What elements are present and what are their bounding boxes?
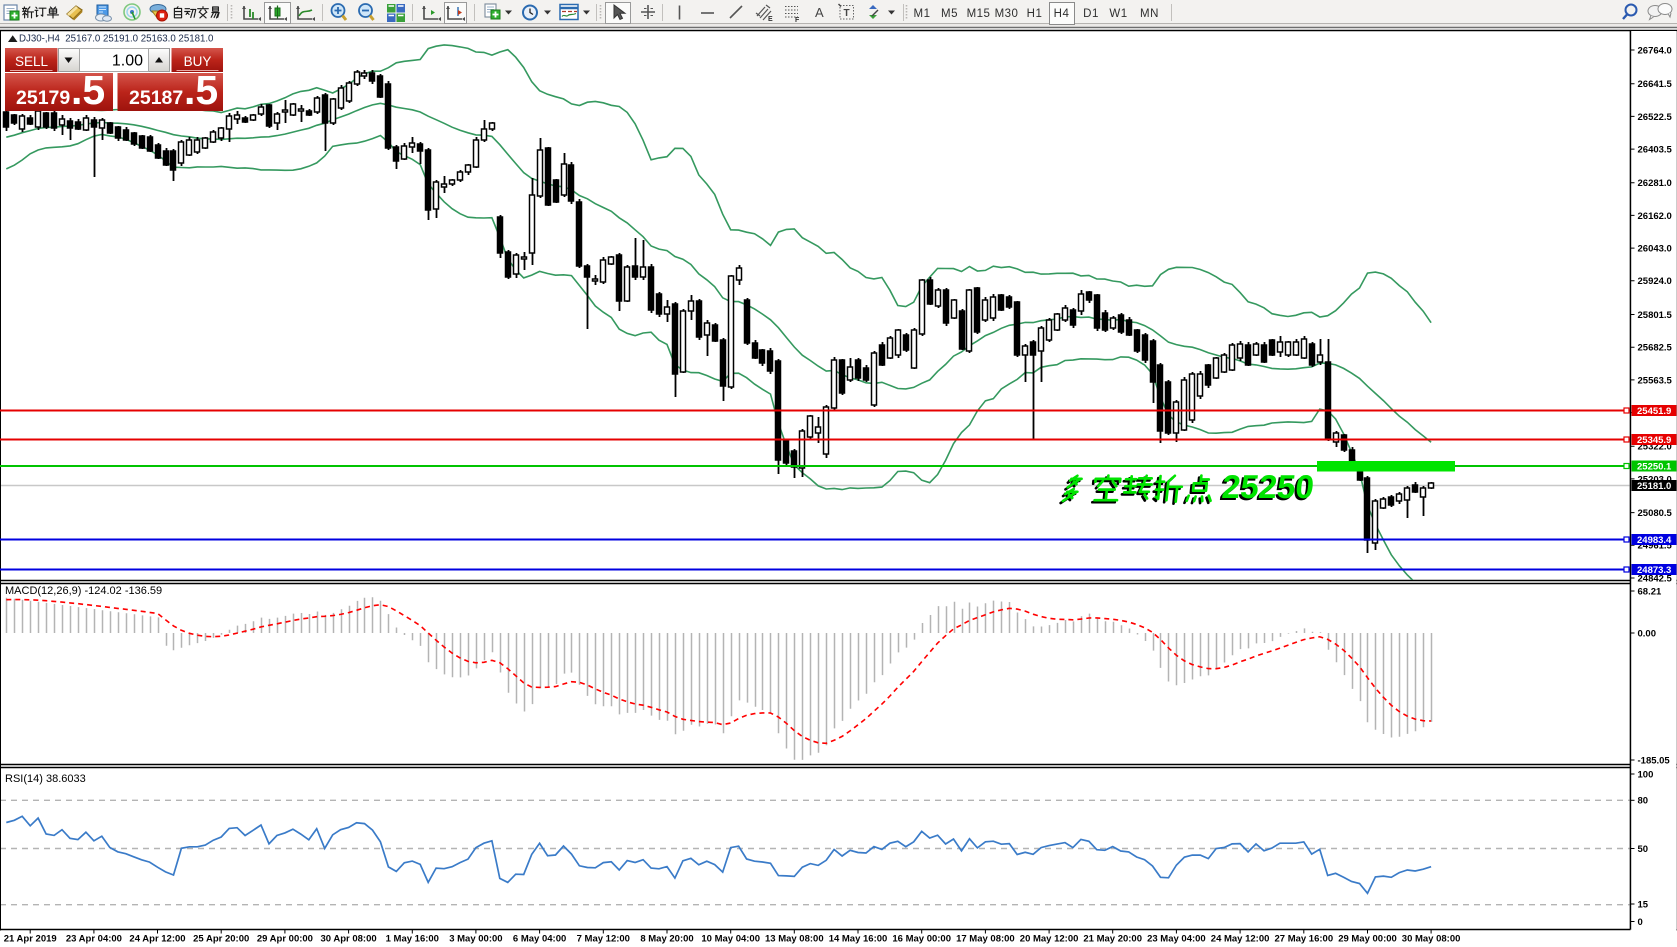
svg-text:25563.5: 25563.5 [1638,375,1673,386]
svg-text:14 May 16:00: 14 May 16:00 [829,934,888,945]
svg-text:RSI(14) 38.6033: RSI(14) 38.6033 [5,773,86,785]
svg-text:17 May 08:00: 17 May 08:00 [956,934,1015,945]
svg-text:T: T [844,8,850,19]
svg-text:DJ30-,H4 25167.0 25191.0 2516: DJ30-,H4 25167.0 25191.0 25163.0 25181.0 [19,34,214,45]
svg-text:13 May 08:00: 13 May 08:00 [765,934,824,945]
svg-text:24 Apr 12:00: 24 Apr 12:00 [129,934,185,945]
svg-text:E: E [768,16,773,23]
svg-text:26403.5: 26403.5 [1638,145,1673,156]
svg-text:M30: M30 [995,8,1019,20]
svg-text:20 May 12:00: 20 May 12:00 [1020,934,1079,945]
svg-text:0.00: 0.00 [1638,628,1657,639]
svg-text:15: 15 [1638,899,1649,910]
svg-text:0: 0 [1638,917,1643,928]
svg-text:1 May 16:00: 1 May 16:00 [386,934,439,945]
svg-text:25345.9: 25345.9 [1637,435,1671,446]
svg-text:50: 50 [1638,844,1649,855]
svg-text:3 May 00:00: 3 May 00:00 [449,934,502,945]
svg-text:26641.5: 26641.5 [1638,79,1673,90]
svg-text:M15: M15 [967,8,991,20]
svg-text:26764.0: 26764.0 [1638,45,1672,56]
svg-text:24842.5: 24842.5 [1638,573,1673,584]
svg-text:H4: H4 [1054,8,1070,20]
svg-text:26522.5: 26522.5 [1638,112,1673,123]
svg-text:24 May 12:00: 24 May 12:00 [1211,934,1270,945]
svg-text:D1: D1 [1083,8,1099,20]
svg-text:16 May 00:00: 16 May 00:00 [892,934,951,945]
svg-text:25801.5: 25801.5 [1638,310,1673,321]
svg-text:30 Apr 08:00: 30 Apr 08:00 [321,934,377,945]
svg-text:SELL: SELL [15,54,49,69]
svg-text:H1: H1 [1027,8,1043,20]
svg-text:29 May 00:00: 29 May 00:00 [1338,934,1397,945]
svg-text:8 May 20:00: 8 May 20:00 [640,934,693,945]
svg-text:25322.0: 25322.0 [1638,442,1672,453]
svg-text:26281.0: 26281.0 [1638,178,1672,189]
svg-text:.5: .5 [184,67,218,113]
svg-text:MACD(12,26,9) -124.02 -136.59: MACD(12,26,9) -124.02 -136.59 [5,585,162,597]
svg-text:30 May 08:00: 30 May 08:00 [1402,934,1461,945]
svg-text:BUY: BUY [184,54,212,69]
svg-text:M5: M5 [941,8,958,20]
svg-text:25924.0: 25924.0 [1638,276,1672,287]
svg-text:1.00: 1.00 [112,53,143,70]
svg-text:29 Apr 00:00: 29 Apr 00:00 [257,934,313,945]
svg-text:68.21: 68.21 [1638,586,1662,597]
svg-text:25250: 25250 [1220,469,1316,506]
svg-text:25451.9: 25451.9 [1637,406,1671,417]
svg-text:.5: .5 [71,67,105,113]
svg-text:-185.05: -185.05 [1638,755,1671,766]
svg-text:24873.3: 24873.3 [1637,565,1671,576]
svg-text:100: 100 [1638,769,1654,780]
svg-text:25682.5: 25682.5 [1638,343,1673,354]
svg-text:21 May 20:00: 21 May 20:00 [1083,934,1142,945]
svg-text:6 May 04:00: 6 May 04:00 [513,934,566,945]
svg-text:MN: MN [1140,8,1159,20]
svg-text:M1: M1 [914,8,931,20]
svg-text:27 May 16:00: 27 May 16:00 [1274,934,1333,945]
svg-text:24961.5: 24961.5 [1638,541,1673,552]
svg-text:10 May 04:00: 10 May 04:00 [701,934,760,945]
svg-text:25179: 25179 [16,87,70,109]
svg-text:24983.4: 24983.4 [1637,535,1672,546]
svg-text:F: F [795,17,800,24]
svg-text:21 Apr 2019: 21 Apr 2019 [4,934,57,945]
svg-text:25250: 25250 [1218,471,1314,508]
svg-text:25203.0: 25203.0 [1638,474,1672,485]
svg-text:26162.0: 26162.0 [1638,211,1672,222]
svg-text:25250.1: 25250.1 [1637,462,1672,473]
svg-text:25181.0: 25181.0 [1637,481,1671,492]
svg-text:80: 80 [1638,796,1649,807]
svg-text:A: A [815,5,824,20]
svg-text:7 May 12:00: 7 May 12:00 [577,934,630,945]
svg-text:26043.0: 26043.0 [1638,244,1672,255]
svg-text:25 Apr 20:00: 25 Apr 20:00 [193,934,249,945]
svg-text:W1: W1 [1109,8,1127,20]
svg-text:25080.5: 25080.5 [1638,508,1673,519]
svg-text:23 Apr 04:00: 23 Apr 04:00 [66,934,122,945]
svg-text:25187: 25187 [129,87,183,109]
svg-text:23 May 04:00: 23 May 04:00 [1147,934,1206,945]
